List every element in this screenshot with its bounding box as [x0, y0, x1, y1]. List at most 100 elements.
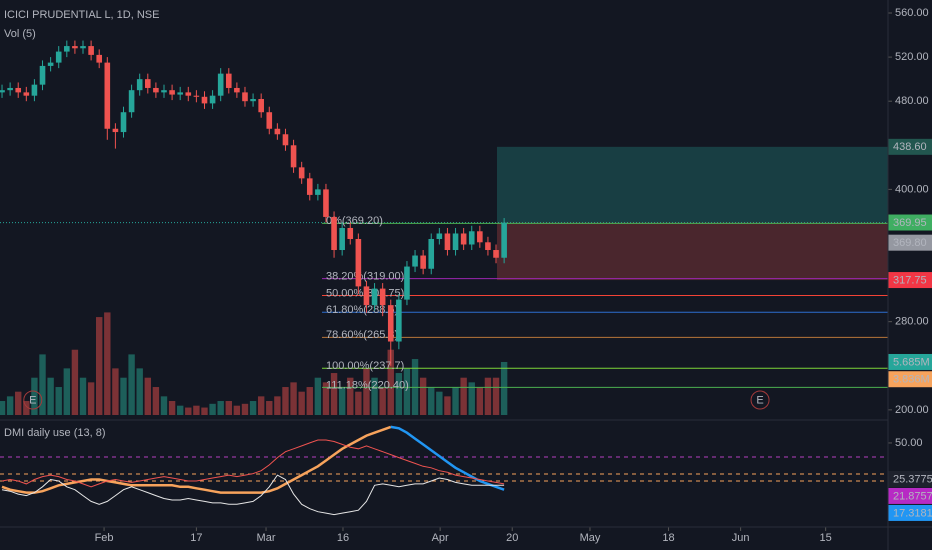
- candle-body: [282, 134, 289, 146]
- x-tick-label: 17: [190, 532, 202, 544]
- candle-body: [485, 242, 491, 251]
- candle-body: [15, 87, 22, 93]
- fib-label: 38.20%(319.00): [326, 271, 404, 283]
- price-label-box: [888, 487, 932, 504]
- volume-bar: [338, 387, 346, 415]
- volume-bar: [436, 391, 443, 415]
- volume-bar: [322, 382, 330, 415]
- volume-label: Vol (5): [4, 28, 36, 40]
- candle-body: [104, 62, 111, 129]
- volume-bar: [355, 391, 362, 415]
- y-tick-label: 520.00: [895, 51, 929, 63]
- candle-body: [136, 79, 143, 91]
- earnings-marker: [23, 390, 43, 410]
- candle-body: [396, 299, 402, 342]
- volume-bar: [282, 387, 289, 415]
- volume-bar: [23, 401, 30, 415]
- fib-label: 111.18%(220.40): [326, 379, 409, 391]
- volume-bar: [63, 368, 71, 415]
- candle-body: [23, 92, 30, 96]
- earnings-marker: [750, 390, 770, 410]
- candle-body: [436, 233, 443, 239]
- x-tick-label: 15: [820, 532, 832, 544]
- candle-body: [185, 92, 192, 96]
- volume-bar: [39, 354, 46, 415]
- candle-body: [379, 288, 386, 306]
- volume-bar: [257, 396, 265, 415]
- chart-title: ICICI PRUDENTIAL L, 1D, NSE: [4, 9, 159, 21]
- volume-bar: [136, 368, 143, 415]
- volume-bar: [168, 401, 176, 415]
- candle-body: [193, 95, 200, 97]
- volume-bar: [363, 368, 370, 415]
- candle-body: [363, 286, 370, 306]
- fib-label: 0%(369.20): [326, 215, 383, 227]
- volume-bar: [160, 396, 168, 415]
- candle-body: [501, 222, 507, 258]
- volume-bar: [330, 373, 338, 415]
- x-tick-label: 20: [506, 532, 518, 544]
- candle-body: [306, 178, 313, 195]
- volume-bar: [217, 401, 224, 415]
- volume-bar: [290, 382, 297, 415]
- volume-bar: [144, 377, 151, 415]
- price-label: 438.60: [893, 141, 927, 153]
- indicator-title: DMI daily use (13, 8): [4, 427, 105, 439]
- candle-body: [290, 145, 297, 168]
- y-tick-label: 480.00: [895, 95, 929, 107]
- volume-bar: [128, 354, 135, 415]
- x-tick-label: Feb: [95, 532, 114, 544]
- volume-bar: [176, 405, 184, 415]
- x-tick-label: May: [580, 532, 601, 544]
- y-tick-label: 400.00: [895, 183, 929, 195]
- volume-bar: [71, 349, 79, 415]
- candle-body: [452, 233, 459, 251]
- volume-bar: [314, 377, 322, 415]
- indicator-line: [1, 439, 505, 488]
- volume-bar: [6, 396, 14, 415]
- volume-bar: [225, 401, 232, 415]
- x-tick-label: Mar: [257, 532, 276, 544]
- volume-bar: [460, 377, 467, 415]
- volume-bar: [371, 377, 378, 415]
- candle-body: [477, 231, 483, 243]
- volume-bar: [387, 349, 394, 415]
- candle-body: [428, 238, 435, 269]
- volume-bar: [428, 387, 435, 415]
- candle-body: [64, 46, 70, 52]
- candle-body: [112, 128, 119, 133]
- volume-bar: [379, 387, 386, 415]
- candle-body: [323, 189, 329, 217]
- volume-bar: [55, 387, 62, 415]
- candle-body: [404, 266, 410, 300]
- candle-body: [144, 79, 151, 88]
- price-label: 25.3775: [893, 473, 932, 485]
- candle-body: [420, 255, 426, 269]
- candle-body: [258, 98, 264, 113]
- price-label-box: [888, 138, 932, 155]
- volume-bar: [249, 401, 257, 415]
- volume-bar: [241, 403, 249, 415]
- candle-body: [209, 95, 216, 104]
- candle-body: [55, 51, 62, 63]
- indicator-line: [1, 425, 392, 494]
- candle-body: [412, 255, 418, 267]
- volume-bar: [79, 377, 87, 415]
- volume-bar: [476, 387, 484, 415]
- volume-bar: [492, 377, 500, 415]
- volume-bar: [484, 377, 492, 415]
- price-label: 17.3181: [893, 507, 932, 519]
- volume-bar: [185, 407, 192, 415]
- volume-bar: [87, 382, 95, 415]
- candle-body: [39, 65, 46, 85]
- volume-bar: [15, 391, 22, 415]
- candle-body: [371, 288, 378, 306]
- volume-bar: [266, 401, 273, 415]
- price-label-box: [888, 371, 932, 388]
- candle-body: [468, 231, 475, 245]
- y-tick-label: 200.00: [895, 404, 929, 416]
- candle-body: [225, 73, 232, 88]
- volume-bar: [233, 405, 241, 415]
- volume-bar: [347, 377, 354, 415]
- candle-body: [88, 46, 94, 55]
